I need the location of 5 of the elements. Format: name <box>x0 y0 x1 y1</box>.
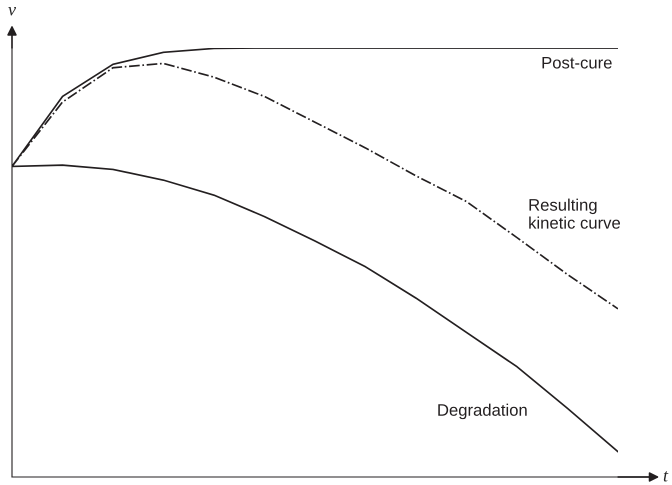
y-axis-title: v <box>8 7 16 16</box>
series-label: Post-cure <box>542 56 612 69</box>
series-label: Degradation <box>438 404 527 420</box>
series-label: Resulting kinetic curve <box>529 198 620 229</box>
x-axis-title: t <box>664 471 668 482</box>
